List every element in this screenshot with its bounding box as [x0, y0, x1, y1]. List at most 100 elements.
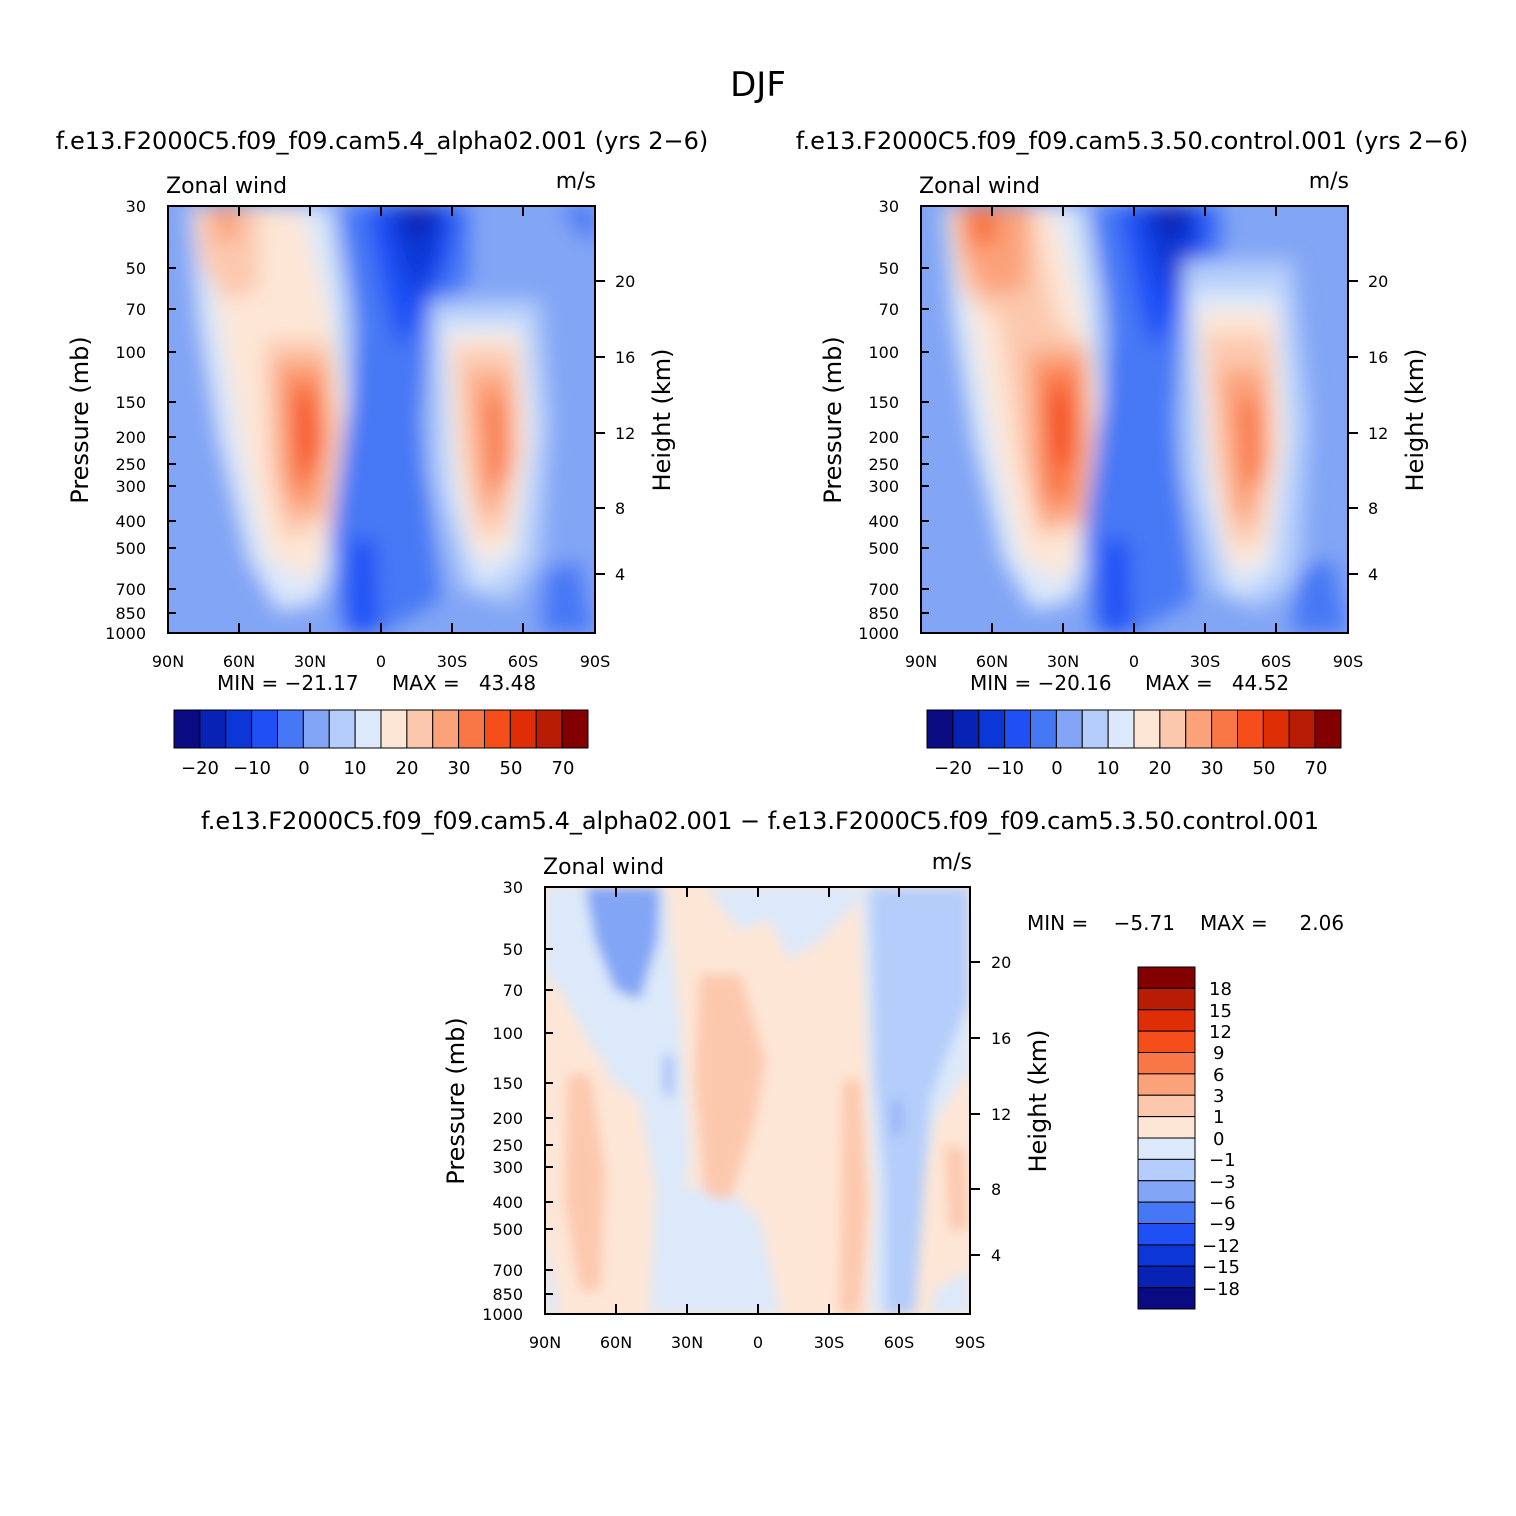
colorbar-label: 9: [1213, 1043, 1224, 1064]
colorbar-label: 30: [1201, 758, 1224, 779]
colorbar-swatch: [432, 709, 460, 749]
y-tick-label: 30: [879, 197, 899, 216]
panel-control-colorbar: [926, 709, 1342, 749]
y-tick-label: 70: [126, 300, 146, 319]
colorbar-label: −3: [1209, 1172, 1236, 1193]
panel-control-title: f.e13.F2000C5.f09_f09.cam5.3.50.control.…: [796, 127, 1469, 155]
panel-alpha-max: MAX = 43.48: [392, 671, 536, 695]
panel-control: f.e13.F2000C5.f09_f09.cam5.3.50.control.…: [796, 127, 1469, 779]
colorbar-label: −18: [1202, 1279, 1240, 1300]
colorbar-swatch: [1133, 709, 1161, 749]
x-tick-label: 90S: [955, 1333, 986, 1352]
x-tick-label: 60S: [508, 652, 539, 671]
colorbar-label: 1: [1213, 1107, 1224, 1128]
colorbar-label: 18: [1209, 979, 1232, 1000]
y-tick-label: 100: [492, 1024, 523, 1043]
y-tick-label: 200: [492, 1109, 523, 1128]
colorbar-label: 50: [500, 758, 523, 779]
y-tick-label: 250: [115, 455, 146, 474]
panel-control-units: m/s: [1309, 169, 1349, 194]
colorbar-swatch: [1137, 1180, 1196, 1203]
panel-difference-colorbar-labels: 18 15 12 9 6 3 1 0 −1 −3 −6 −9 −12 −15 −…: [1202, 979, 1240, 1300]
colorbar-label: 0: [298, 758, 309, 779]
y-tick-right-label: 4: [991, 1246, 1001, 1265]
colorbar-label: 15: [1209, 1001, 1232, 1022]
colorbar-swatch: [1137, 1158, 1196, 1182]
colorbar-label: 70: [1305, 758, 1328, 779]
colorbar-swatch: [1004, 709, 1031, 749]
y-tick-right-label: 12: [1368, 424, 1388, 443]
y-tick-label: 850: [115, 604, 146, 623]
y-tick-label: 150: [492, 1074, 523, 1093]
y-tick-label: 700: [868, 580, 899, 599]
panel-control-y-ticks-right: 20 16 12 8 4: [1368, 272, 1388, 584]
y-tick-label: 400: [115, 512, 146, 531]
panel-alpha-y-ticks: 30 50 70 100 150 200 250 300 400 500 700…: [105, 197, 146, 643]
panel-control-max: MAX = 44.52: [1145, 671, 1289, 695]
colorbar-swatch: [458, 709, 485, 749]
panel-control-colorbar-labels: −20 −10 0 10 20 30 50 70: [934, 758, 1327, 779]
y-tick-label: 300: [115, 477, 146, 496]
colorbar-label: −10: [233, 758, 271, 779]
x-tick-label: 90N: [152, 652, 184, 671]
colorbar-swatch: [978, 709, 1006, 749]
panel-difference-units: m/s: [932, 850, 972, 875]
y-tick-label: 250: [492, 1136, 523, 1155]
panel-control-x-ticks: 90N 60N 30N 0 30S 60S 90S: [905, 652, 1363, 671]
colorbar-swatch: [1185, 709, 1213, 749]
x-tick-label: 30S: [1190, 652, 1221, 671]
colorbar-swatch: [1137, 966, 1196, 989]
panel-difference-y-ticks-right: 20 16 12 8 4: [991, 953, 1011, 1265]
colorbar-swatch: [1137, 1030, 1196, 1053]
x-tick-label: 90S: [1333, 652, 1364, 671]
panel-alpha-colorbar-labels: −20 −10 0 10 20 30 50 70: [181, 758, 574, 779]
panel-difference-tick-marks: [544, 886, 980, 1314]
figure-title: DJF: [730, 65, 786, 105]
colorbar-swatch: [1262, 709, 1290, 749]
y-tick-label: 200: [115, 428, 146, 447]
y-tick-label: 400: [492, 1193, 523, 1212]
panel-difference-ylabel-right: Height (km): [1024, 1030, 1052, 1173]
colorbar-swatch: [225, 709, 253, 749]
y-tick-label: 500: [492, 1220, 523, 1239]
y-tick-label: 250: [868, 455, 899, 474]
y-tick-label: 200: [868, 428, 899, 447]
colorbar-swatch: [354, 709, 382, 749]
x-tick-label: 0: [753, 1333, 763, 1352]
colorbar-swatch: [561, 709, 589, 749]
colorbar-swatch: [1030, 709, 1057, 749]
colorbar-label: −9: [1209, 1214, 1236, 1235]
x-tick-label: 30S: [814, 1333, 845, 1352]
panel-difference: f.e13.F2000C5.f09_f09.cam5.4_alpha02.001…: [201, 807, 1344, 1352]
panel-difference-y-ticks: 30 50 70 100 150 200 250 300 400 500 700…: [482, 878, 523, 1324]
panel-difference-title: f.e13.F2000C5.f09_f09.cam5.4_alpha02.001…: [201, 807, 1319, 835]
y-tick-right-label: 4: [615, 565, 625, 584]
colorbar-swatch: [952, 709, 980, 749]
colorbar-label: 20: [1149, 758, 1172, 779]
colorbar-swatch: [1137, 1201, 1196, 1224]
colorbar-swatch: [173, 709, 201, 749]
colorbar-label: 50: [1253, 758, 1276, 779]
x-tick-label: 30S: [437, 652, 468, 671]
y-tick-label: 100: [868, 343, 899, 362]
panel-alpha-colorbar: [173, 709, 589, 749]
colorbar-label: −6: [1209, 1193, 1236, 1214]
x-tick-label: 30N: [671, 1333, 703, 1352]
panel-alpha: f.e13.F2000C5.f09_f09.cam5.4_alpha02.001…: [56, 127, 709, 779]
colorbar-label: −12: [1202, 1236, 1240, 1257]
x-tick-label: 0: [376, 652, 386, 671]
panel-alpha-ylabel: Pressure (mb): [66, 336, 94, 503]
panel-control-min: MIN = −20.16: [970, 671, 1112, 695]
colorbar-swatch: [1137, 1244, 1196, 1267]
panel-alpha-x-ticks: 90N 60N 30N 0 30S 60S 90S: [152, 652, 610, 671]
colorbar-swatch: [1055, 709, 1083, 749]
y-tick-label: 300: [492, 1158, 523, 1177]
y-tick-label: 1000: [105, 624, 146, 643]
panel-difference-max: MAX = 2.06: [1200, 911, 1344, 935]
colorbar-swatch: [251, 709, 278, 749]
colorbar-swatch: [1137, 987, 1196, 1011]
y-tick-label: 850: [868, 604, 899, 623]
y-tick-label: 70: [503, 981, 523, 1000]
panel-alpha-variable: Zonal wind: [166, 174, 287, 199]
